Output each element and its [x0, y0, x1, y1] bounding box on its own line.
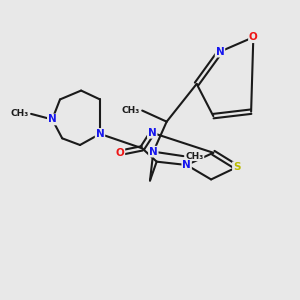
Text: N: N: [216, 47, 224, 57]
Text: N: N: [182, 160, 191, 170]
Text: N: N: [148, 128, 157, 138]
Text: CH₃: CH₃: [186, 152, 204, 160]
Text: N: N: [149, 147, 158, 157]
Text: N: N: [96, 129, 104, 139]
Text: O: O: [249, 32, 258, 42]
Text: N: N: [48, 114, 57, 124]
Text: CH₃: CH₃: [11, 110, 29, 118]
Text: O: O: [116, 148, 124, 158]
Text: S: S: [233, 162, 240, 172]
Text: CH₃: CH₃: [122, 106, 140, 115]
